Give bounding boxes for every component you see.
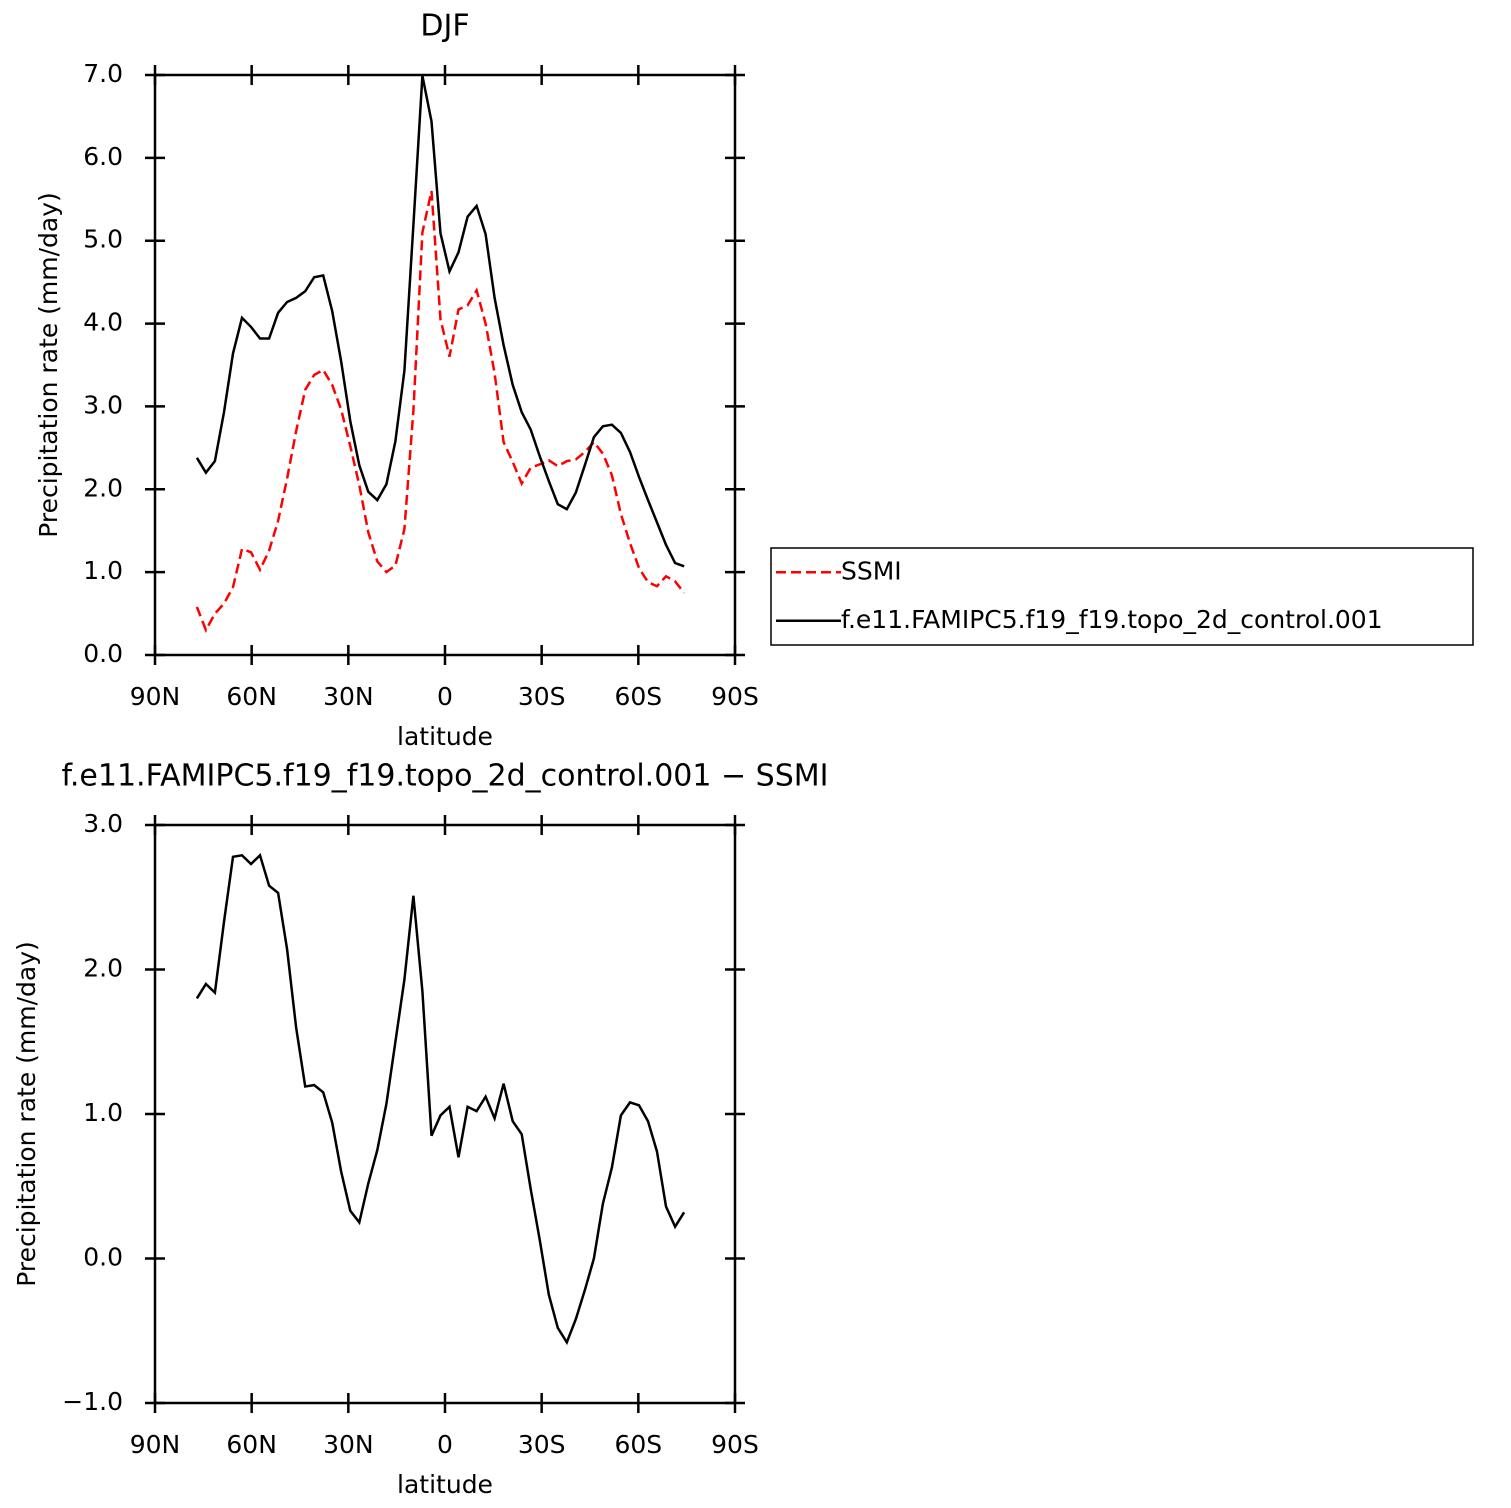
y-tick-label: 7.0 <box>83 59 123 88</box>
y-tick-label: 4.0 <box>83 308 123 337</box>
plot-frame <box>153 73 737 657</box>
y-axis-label: Precipitation rate (mm/day) <box>12 941 41 1287</box>
y-tick-label: 2.0 <box>83 473 123 502</box>
x-tick-label: 90N <box>130 1430 181 1459</box>
x-axis-label: latitude <box>397 722 493 751</box>
x-tick-label: 0 <box>437 1430 453 1459</box>
x-tick-label: 60N <box>226 682 277 711</box>
x-tick-label: 90N <box>130 682 181 711</box>
y-tick-label: 2.0 <box>83 954 123 983</box>
y-tick-label: 6.0 <box>83 142 123 171</box>
x-tick-label: 30N <box>323 1430 374 1459</box>
legend-label: f.e11.FAMIPC5.f19_f19.topo_2d_control.00… <box>841 605 1383 634</box>
legend-label: SSMI <box>841 556 902 585</box>
series-line <box>195 852 686 1346</box>
x-tick-label: 30N <box>323 682 374 711</box>
series-line <box>195 75 685 568</box>
y-tick-label: 5.0 <box>83 225 123 254</box>
x-tick-label: 90S <box>711 1430 759 1459</box>
y-tick-label: 1.0 <box>83 1098 123 1127</box>
legend-box <box>770 547 1474 646</box>
x-tick-label: 90S <box>711 682 759 711</box>
y-tick-label: 3.0 <box>83 809 123 838</box>
x-tick-label: 30S <box>518 1430 566 1459</box>
x-axis-label: latitude <box>397 1470 493 1499</box>
x-tick-label: 30S <box>518 682 566 711</box>
y-tick-label: 1.0 <box>83 556 123 585</box>
y-tick-label: 3.0 <box>83 390 123 419</box>
y-axis-label: Precipitation rate (mm/day) <box>34 192 63 538</box>
x-tick-label: 60S <box>614 1430 662 1459</box>
plot-frame <box>153 823 737 1405</box>
y-tick-label: 0.0 <box>83 1243 123 1272</box>
chart-title: DJF <box>420 9 469 44</box>
y-tick-label: 0.0 <box>83 639 123 668</box>
series-line <box>195 190 686 634</box>
x-tick-label: 60N <box>226 1430 277 1459</box>
x-tick-label: 0 <box>437 682 453 711</box>
x-tick-label: 60S <box>614 682 662 711</box>
y-tick-label: −1.0 <box>62 1387 123 1416</box>
chart-title: f.e11.FAMIPC5.f19_f19.topo_2d_control.00… <box>62 759 829 794</box>
